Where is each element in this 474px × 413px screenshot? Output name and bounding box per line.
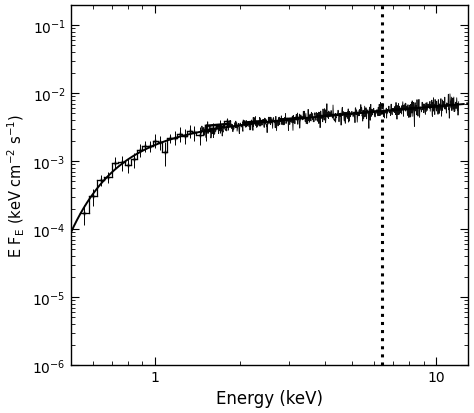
Y-axis label: E F$_\mathrm{E}$ (keV cm$^{-2}$ s$^{-1}$): E F$_\mathrm{E}$ (keV cm$^{-2}$ s$^{-1}$… xyxy=(6,114,27,257)
X-axis label: Energy (keV): Energy (keV) xyxy=(216,389,323,408)
